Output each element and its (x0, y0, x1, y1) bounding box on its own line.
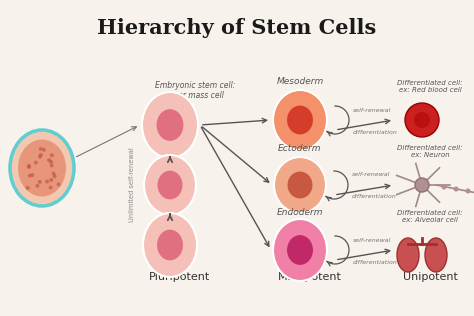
Text: self-renewal: self-renewal (352, 173, 391, 178)
Text: differentiation: differentiation (353, 259, 398, 264)
Text: Pluripotent: Pluripotent (149, 272, 210, 282)
Ellipse shape (465, 189, 471, 193)
Ellipse shape (287, 106, 313, 134)
Text: Hierarchy of Stem Cells: Hierarchy of Stem Cells (97, 18, 377, 38)
Text: Embryonic stem cell:
Inner mass cell: Embryonic stem cell: Inner mass cell (155, 81, 235, 100)
Text: Unlimited self-renewal: Unlimited self-renewal (129, 148, 135, 222)
Ellipse shape (27, 164, 31, 168)
Ellipse shape (288, 172, 312, 198)
Ellipse shape (50, 153, 54, 157)
Ellipse shape (50, 163, 54, 167)
Ellipse shape (18, 139, 66, 197)
Ellipse shape (38, 180, 42, 184)
Ellipse shape (454, 186, 458, 191)
Text: self-renewal: self-renewal (353, 107, 392, 112)
Ellipse shape (10, 130, 74, 206)
Ellipse shape (157, 171, 182, 199)
Text: differentiation: differentiation (353, 130, 398, 135)
Ellipse shape (415, 178, 429, 192)
Text: self-renewal: self-renewal (353, 238, 392, 242)
Text: Endoderm: Endoderm (277, 208, 323, 217)
Ellipse shape (49, 160, 53, 164)
Ellipse shape (56, 182, 61, 186)
Text: Mesoderm: Mesoderm (276, 77, 324, 86)
Text: differentiation: differentiation (352, 195, 397, 199)
Ellipse shape (142, 92, 198, 158)
Ellipse shape (45, 179, 49, 184)
Text: Ectoderm: Ectoderm (278, 144, 322, 153)
Ellipse shape (274, 157, 326, 213)
Ellipse shape (143, 213, 197, 277)
Ellipse shape (441, 185, 447, 190)
Ellipse shape (53, 174, 56, 178)
Ellipse shape (144, 155, 196, 215)
Ellipse shape (34, 161, 38, 165)
Ellipse shape (52, 172, 55, 175)
Ellipse shape (30, 173, 35, 177)
Ellipse shape (42, 148, 46, 152)
Ellipse shape (414, 112, 430, 128)
Text: Differentiated cell:
ex: Alveolar cell: Differentiated cell: ex: Alveolar cell (397, 210, 463, 223)
Ellipse shape (425, 238, 447, 272)
Ellipse shape (38, 155, 42, 159)
Ellipse shape (49, 185, 53, 190)
Ellipse shape (397, 238, 419, 272)
Ellipse shape (26, 186, 30, 190)
Text: Differentiated cell:
ex: Red blood cell: Differentiated cell: ex: Red blood cell (397, 80, 463, 93)
Ellipse shape (39, 147, 43, 151)
Ellipse shape (47, 158, 51, 162)
Ellipse shape (28, 174, 32, 178)
Ellipse shape (156, 109, 183, 141)
Ellipse shape (273, 219, 327, 281)
Ellipse shape (36, 184, 39, 188)
Ellipse shape (405, 103, 439, 137)
Text: Differentiated cell:
ex: Neuron: Differentiated cell: ex: Neuron (397, 145, 463, 158)
Ellipse shape (27, 165, 31, 169)
Text: Unipotent: Unipotent (402, 272, 457, 282)
Ellipse shape (273, 90, 327, 150)
Ellipse shape (157, 230, 183, 260)
Ellipse shape (287, 235, 313, 265)
Text: Multipotent: Multipotent (278, 272, 342, 282)
Ellipse shape (49, 178, 53, 182)
Ellipse shape (39, 153, 43, 157)
